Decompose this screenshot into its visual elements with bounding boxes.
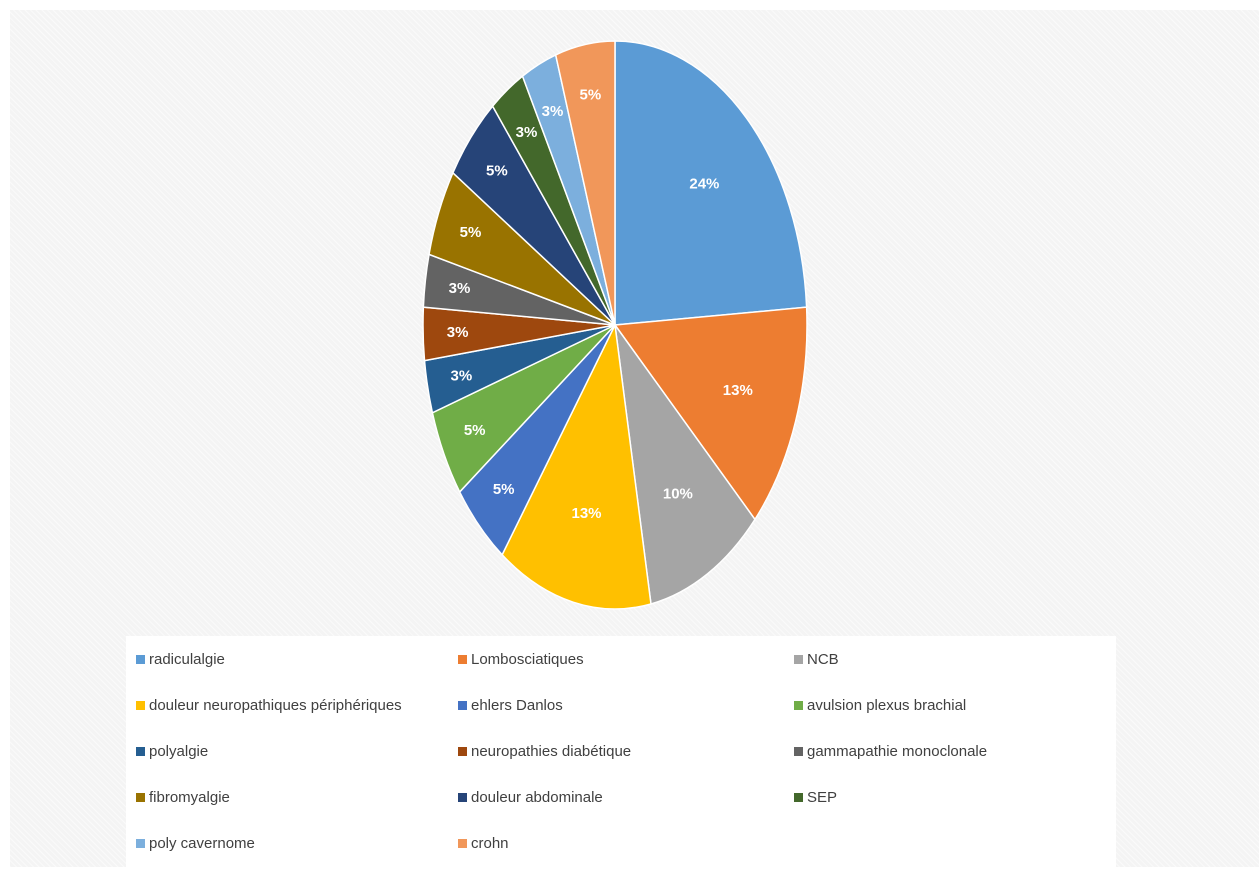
legend-label: douleur neuropathiques périphériques bbox=[149, 697, 402, 714]
chart-area: 24% 13% 10% 13% 5% 5% 3% 3% 3% 5% 5% 3% 3% 5% radicul… bbox=[10, 10, 1259, 870]
legend-swatch bbox=[794, 793, 803, 802]
legend-item-avulsion-plexus-brachial: avulsion plexus brachial bbox=[794, 697, 966, 714]
data-label-gammapathie-monoclonale: 3% bbox=[449, 280, 471, 297]
pie-slices bbox=[422, 40, 808, 610]
legend: radiculalgie Lombosciatiques NCB douleur ne… bbox=[126, 636, 1116, 870]
legend-swatch bbox=[794, 747, 803, 756]
legend-swatch bbox=[794, 655, 803, 664]
pie-slice-crohn bbox=[554, 40, 616, 326]
legend-label: neuropathies diabétique bbox=[471, 743, 632, 760]
legend-label: ehlers Danlos bbox=[471, 697, 563, 714]
data-label-douleur-neuropathiques-peripheriques: 13% bbox=[571, 505, 601, 522]
pie-data-labels: 24%13%10%13%5%5%3%3%3%5%5%3%3%5% bbox=[447, 87, 753, 523]
data-label-lombosciatiques: 13% bbox=[723, 382, 753, 399]
legend-label: radiculalgie bbox=[149, 651, 225, 668]
legend-swatch bbox=[458, 701, 467, 710]
data-label-radiculalgie: 24% bbox=[689, 176, 719, 193]
pie-slice-lombosciatiques bbox=[613, 306, 808, 521]
legend-swatch bbox=[458, 747, 467, 756]
data-label-poly-cavernome: 3% bbox=[542, 103, 564, 120]
data-label-ncb: 10% bbox=[663, 486, 693, 503]
legend-label: NCB bbox=[807, 651, 839, 668]
legend-item-fibromyalgie: fibromyalgie bbox=[136, 789, 230, 806]
legend-item-ncb: NCB bbox=[794, 651, 839, 668]
legend-label: avulsion plexus brachial bbox=[807, 697, 967, 714]
legend-label: gammapathie monoclonale bbox=[807, 743, 988, 760]
legend-item-lombosciatiques: Lombosciatiques bbox=[458, 651, 584, 668]
legend-swatch bbox=[458, 655, 467, 664]
pie-slice-radiculalgie bbox=[614, 40, 808, 326]
legend-swatch bbox=[136, 839, 145, 848]
data-label-sep: 3% bbox=[516, 124, 538, 141]
legend-item-douleur-abdominale: douleur abdominale bbox=[458, 789, 603, 806]
data-label-neuropathies-diabetique: 3% bbox=[447, 324, 469, 341]
legend-swatch bbox=[136, 747, 145, 756]
data-label-polyalgie: 3% bbox=[451, 367, 473, 384]
legend-item-ehlers-danlos: ehlers Danlos bbox=[458, 697, 563, 714]
legend-item-sep: SEP bbox=[794, 789, 837, 806]
legend-item-radiculalgie: radiculalgie bbox=[136, 651, 225, 668]
legend-item-gammapathie-monoclonale: gammapathie monoclonale bbox=[794, 743, 987, 760]
legend-label: douleur abdominale bbox=[471, 789, 603, 806]
legend-label: crohn bbox=[471, 835, 509, 852]
pie-chart: 24%13%10%13%5%5%3%3%3%5%5%3%3%5% bbox=[422, 40, 808, 610]
pie-slice-douleur-neuropathiques-peripheriques bbox=[501, 322, 652, 610]
legend-item-poly-cavernome: poly cavernome bbox=[136, 835, 255, 852]
legend-label: poly cavernome bbox=[149, 835, 255, 852]
data-label-douleur-abdominale: 5% bbox=[486, 163, 508, 180]
data-label-crohn: 5% bbox=[580, 87, 602, 104]
legend-item-neuropathies-diabetique: neuropathies diabétique bbox=[458, 743, 631, 760]
legend-swatch bbox=[794, 701, 803, 710]
legend-label: fibromyalgie bbox=[149, 789, 230, 806]
legend-label: polyalgie bbox=[149, 743, 209, 760]
pie-slice-ncb bbox=[614, 324, 756, 605]
legend-swatch bbox=[458, 839, 467, 848]
legend-item-polyalgie: polyalgie bbox=[136, 743, 208, 760]
legend-label: SEP bbox=[807, 789, 838, 806]
data-label-avulsion-plexus-brachial: 5% bbox=[464, 422, 486, 439]
data-label-fibromyalgie: 5% bbox=[460, 224, 482, 241]
legend-item-douleur-neuropathiques-peripheriques: douleur neuropathiques périphériques bbox=[136, 697, 402, 714]
legend-swatch bbox=[136, 701, 145, 710]
legend-swatch bbox=[136, 793, 145, 802]
data-label-ehlers-danlos: 5% bbox=[493, 481, 515, 498]
legend-label: Lombosciatiques bbox=[471, 651, 584, 668]
legend-swatch bbox=[136, 655, 145, 664]
legend-item-crohn: crohn bbox=[458, 835, 509, 852]
legend-swatch bbox=[458, 793, 467, 802]
